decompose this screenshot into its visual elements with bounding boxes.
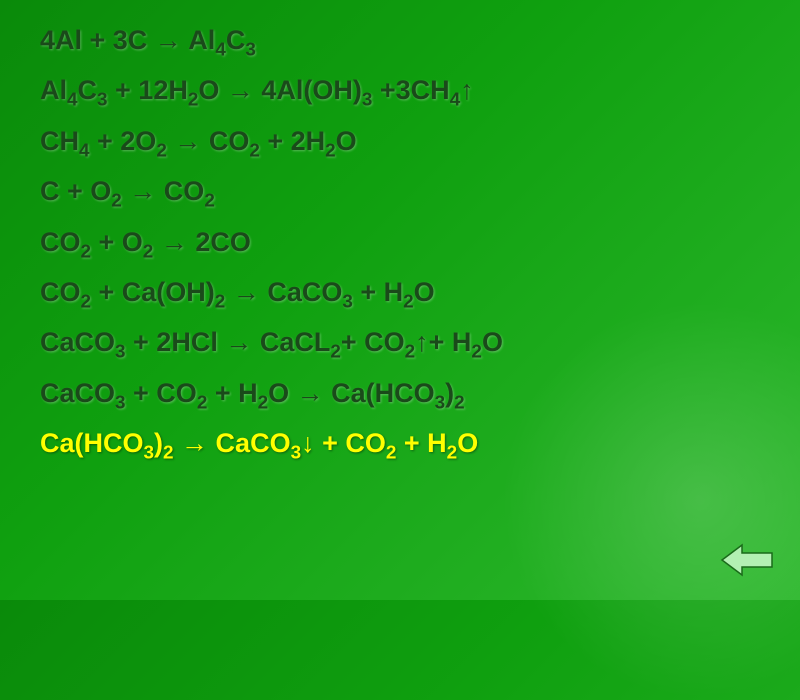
- back-button[interactable]: [720, 540, 775, 585]
- equations-list: 4Al + 3C → Al4C3 Al4C3 + 12H2O → 4Al(OH)3…: [40, 25, 760, 465]
- equation-line: CO2 + Ca(OH)2 → CaCO3 + H2O: [40, 277, 760, 313]
- equation-line: Ca(HCO3)2 → CaCO3↓ + CO2 + H2O: [40, 428, 760, 464]
- back-arrow-icon: [720, 540, 775, 580]
- equation-line: CH4 + 2O2 → CO2 + 2H2O: [40, 126, 760, 162]
- equation-line: CaCO3 + CO2 + H2O → Ca(HCO3)2: [40, 378, 760, 414]
- equation-line: CaCO3 + 2HCl → CaCL2+ CO2↑+ H2O: [40, 327, 760, 363]
- equation-line: C + O2 → CO2: [40, 176, 760, 212]
- equation-line: 4Al + 3C → Al4C3: [40, 25, 760, 61]
- equation-line: CO2 + O2 → 2CO: [40, 227, 760, 263]
- equation-line: Al4C3 + 12H2O → 4Al(OH)3 +3CH4↑: [40, 75, 760, 111]
